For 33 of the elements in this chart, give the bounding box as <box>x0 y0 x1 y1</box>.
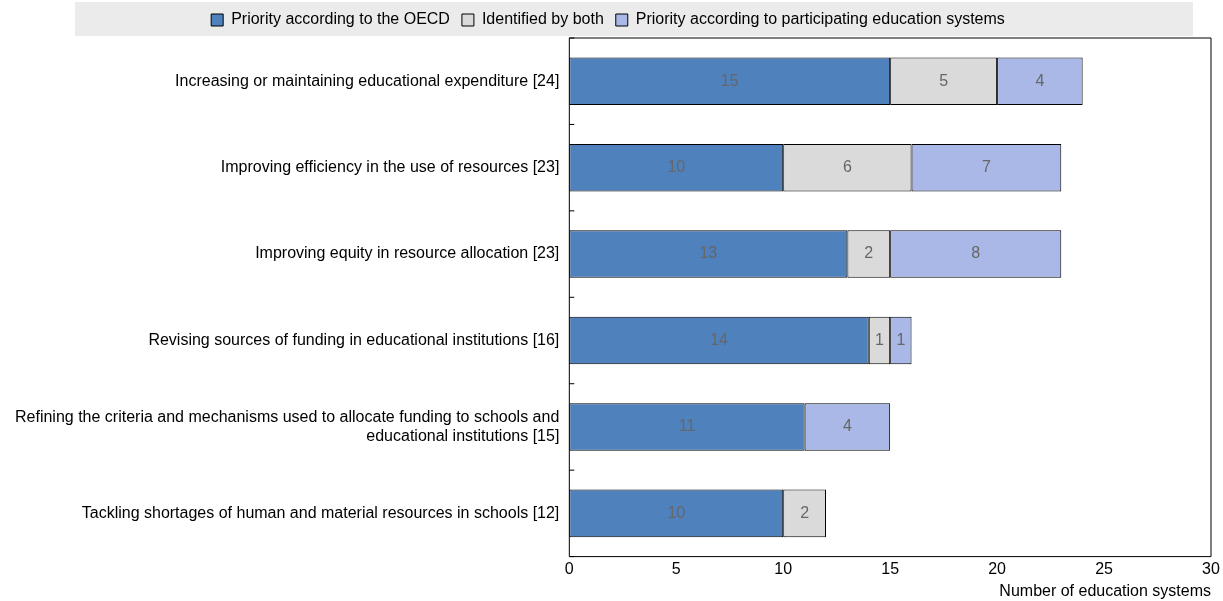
data-label: 10 <box>667 158 686 176</box>
x-tick-label: 20 <box>988 559 1007 577</box>
x-tick-label: 0 <box>564 559 574 577</box>
x-tick-label: 25 <box>1095 559 1114 577</box>
y-tick-label: Tackling shortages of human and material resources in schools [12] <box>81 503 560 521</box>
legend-label: Identified by both <box>481 10 604 28</box>
y-tick-label: Increasing or maintaining educational expenditure [24] <box>175 71 560 89</box>
data-label: 11 <box>678 417 696 435</box>
x-axis-title: Number of education systems <box>999 581 1211 599</box>
data-label: 14 <box>710 330 729 348</box>
data-label: 4 <box>1035 71 1045 89</box>
data-label: 1 <box>896 330 906 348</box>
data-label: 1 <box>875 330 885 348</box>
data-label: 15 <box>720 71 739 89</box>
data-label: 7 <box>981 158 991 176</box>
y-tick-label: Improving equity in resource allocation [23] <box>255 244 560 262</box>
data-label: 6 <box>842 158 852 176</box>
legend-label: Priority according to participating education systems <box>635 10 1005 28</box>
y-tick-label: Improving efficiency in the use of resources [23] <box>220 158 560 176</box>
x-tick-label: 30 <box>1202 559 1220 577</box>
data-label: 2 <box>864 244 874 262</box>
data-label: 13 <box>699 244 718 262</box>
y-tick-label: Refining the criteria and mechanisms used to allocate funding to schools and educational institutions [15] <box>14 407 560 444</box>
x-tick-label: 15 <box>881 559 900 577</box>
data-label: 4 <box>842 417 852 435</box>
x-tick-label: 5 <box>671 559 681 577</box>
data-label: 8 <box>971 244 981 262</box>
data-label: 2 <box>800 503 810 521</box>
data-label: 5 <box>939 71 949 89</box>
y-tick-label: Revising sources of funding in educational institutions [16] <box>148 330 560 348</box>
data-label: 10 <box>667 503 686 521</box>
x-tick-label: 10 <box>774 559 793 577</box>
legend-label: Priority according to the OECD <box>231 10 450 28</box>
